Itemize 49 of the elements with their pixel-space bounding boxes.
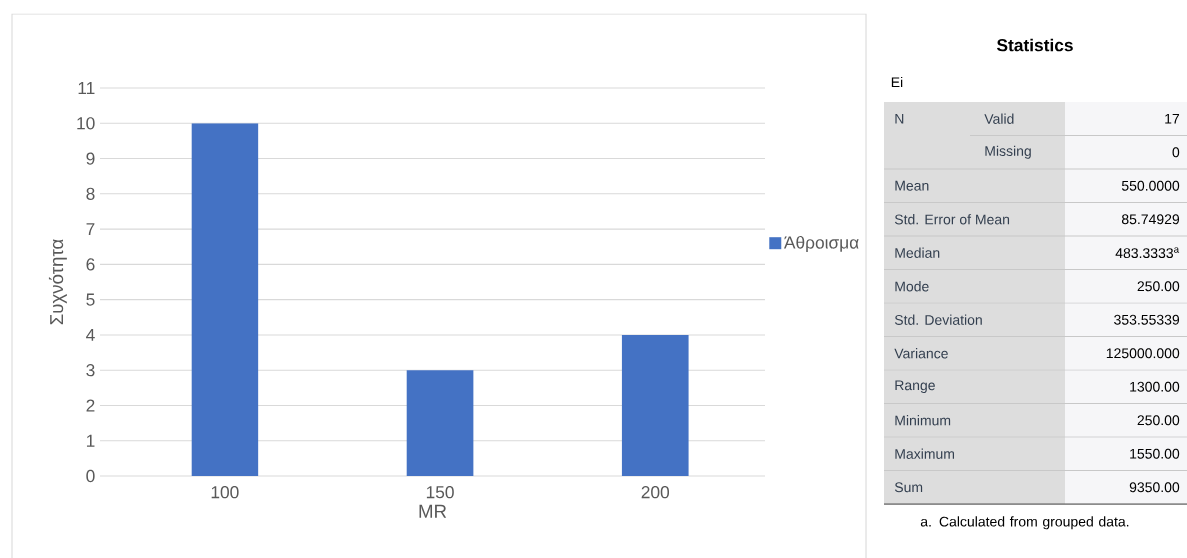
y-tick-label: 5 <box>86 293 95 306</box>
text: 1550.00 <box>1130 448 1180 459</box>
bar <box>621 334 689 476</box>
text: Range <box>895 380 935 394</box>
x-tick-label: 150 <box>426 486 454 499</box>
y-tick-label: 0 <box>86 469 95 483</box>
text: 250.00 <box>1137 415 1180 426</box>
y-tick-label: 9 <box>86 152 95 165</box>
y-tick-label: 4 <box>86 328 95 341</box>
y-tick-label: 7 <box>86 223 95 236</box>
text: Sum <box>894 482 923 493</box>
x-tick-label: 100 <box>211 486 239 499</box>
text: 85.74929 <box>1121 214 1180 225</box>
text: Std. Deviation <box>894 314 982 325</box>
text: 9350.00 <box>1129 482 1180 493</box>
y-tick-label: 3 <box>86 364 95 377</box>
text: Ei <box>891 76 903 88</box>
text: Valid <box>984 113 1014 124</box>
y-tick-label: 8 <box>86 187 95 200</box>
text: 0 <box>1172 147 1180 158</box>
text: Median <box>895 247 940 258</box>
text: N <box>895 113 904 124</box>
y-tick-label: 10 <box>77 117 95 130</box>
text: 550.0000 <box>1121 180 1180 191</box>
legend-label: Άθροισμα <box>783 235 859 253</box>
text: Variance <box>894 348 948 359</box>
x-tick-label: 200 <box>641 486 670 499</box>
text: 250.00 <box>1137 281 1180 292</box>
y-tick-label: 11 <box>78 82 95 94</box>
text: 17 <box>1165 113 1180 124</box>
text: Missing <box>985 145 1031 159</box>
text: a. Calculated from grouped data. <box>920 516 1129 530</box>
text: 483.3333$^{a}$ <box>1115 247 1180 259</box>
bar <box>406 370 474 476</box>
text: 1300.00 <box>1130 381 1180 392</box>
text: 125000.000 <box>1106 348 1180 359</box>
text: Minimum <box>895 415 951 426</box>
text: Mean <box>895 180 929 191</box>
text: Maximum <box>895 448 955 459</box>
y-axis-title: Συχνότητα <box>48 239 67 325</box>
text: Mode <box>895 281 929 292</box>
text: Std. Error of Mean <box>894 214 1010 225</box>
text: Statistics <box>996 38 1073 52</box>
bar <box>191 123 259 476</box>
y-tick-label: 2 <box>86 399 95 412</box>
y-tick-label: 1 <box>86 434 95 447</box>
y-tick-label: 6 <box>86 258 95 271</box>
text: 353.55339 <box>1114 314 1180 325</box>
x-axis-title: MR <box>419 504 447 518</box>
